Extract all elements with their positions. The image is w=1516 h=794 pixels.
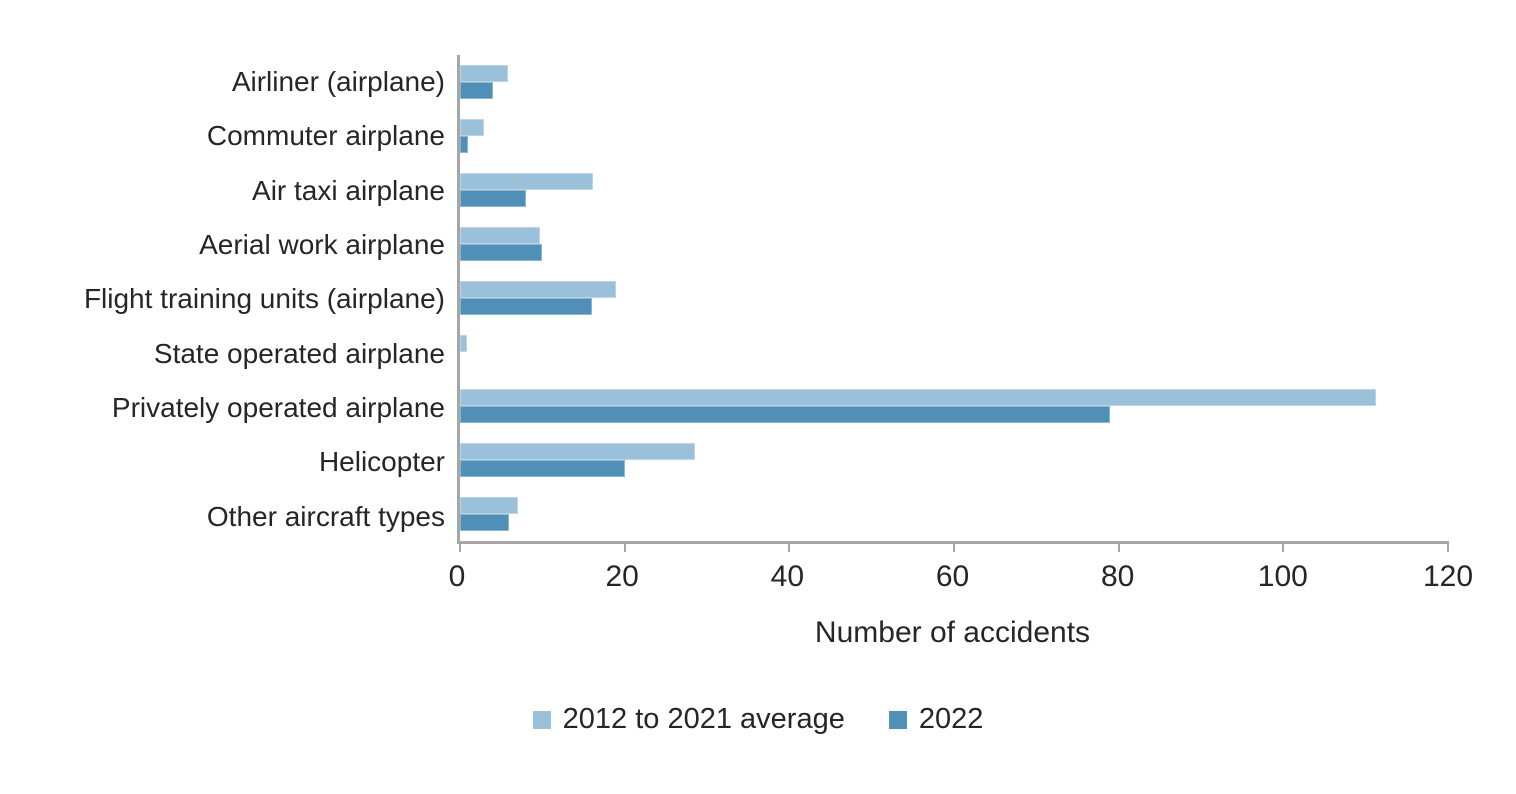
x-axis-title: Number of accidents	[814, 616, 1091, 649]
legend-label: 2022	[918, 703, 984, 735]
x-axis-tick	[788, 541, 791, 552]
bar-2012-to-2021-average	[460, 389, 1376, 406]
bar-2012-to-2021-average	[460, 335, 468, 352]
x-axis-tick-label: 100	[1257, 560, 1308, 593]
bar-2022	[460, 190, 526, 207]
bar-2022	[460, 514, 510, 531]
bar-2022	[460, 244, 543, 261]
bar-group	[460, 271, 1448, 325]
bar-group	[460, 163, 1448, 217]
bar-2012-to-2021-average	[460, 443, 696, 460]
bar-2022	[460, 82, 493, 99]
x-axis-tick	[1447, 541, 1449, 552]
legend-item: 2012 to 2021 average	[532, 703, 845, 735]
bar-group	[460, 433, 1448, 487]
x-axis-tick-label: 120	[1422, 560, 1474, 593]
category-label: Privately operated airplane	[111, 392, 445, 424]
x-axis-tick-labels: 0 20 40 60 80 100 120	[449, 560, 1473, 598]
bar-group	[460, 379, 1448, 433]
category-label: Aerial work airplane	[199, 229, 445, 261]
x-axis-tick	[1117, 541, 1120, 552]
legend-label: 2012 to 2021 average	[562, 703, 845, 735]
category-label: Other aircraft types	[206, 500, 445, 532]
x-axis-tick-label: 60	[935, 560, 970, 593]
category-label: State operated airplane	[153, 337, 445, 369]
bar-2012-to-2021-average	[460, 227, 540, 244]
bar-group	[460, 109, 1448, 163]
x-axis-tick-label: 40	[770, 560, 805, 593]
bar-2022	[460, 460, 625, 477]
bar-group	[460, 487, 1448, 541]
x-axis-tick-label: 20	[605, 560, 639, 593]
bar-2012-to-2021-average	[460, 119, 484, 136]
bar-2012-to-2021-average	[460, 281, 616, 298]
x-axis-tick-label: 0	[448, 560, 466, 593]
category-label: Helicopter	[318, 446, 445, 478]
plot-area	[457, 55, 1449, 552]
bar-2022	[460, 298, 592, 315]
legend-swatch-icon	[888, 710, 907, 729]
category-axis-labels: Airliner (airplane) Commuter airplane Air …	[0, 55, 445, 544]
legend-item: 2022	[888, 703, 984, 735]
legend-swatch-icon	[532, 710, 551, 729]
x-axis-tick	[953, 541, 955, 552]
category-label: Airliner (airplane)	[231, 66, 445, 98]
category-label: Flight training units (airplane)	[83, 283, 445, 315]
bar-group	[460, 55, 1448, 109]
bar-2022	[460, 406, 1111, 423]
legend: 2012 to 2021 average 2022	[0, 705, 1516, 734]
x-axis-tick	[1282, 541, 1285, 552]
x-axis-tick-label: 80	[1100, 560, 1135, 593]
x-axis-tick	[623, 541, 626, 552]
bar-2012-to-2021-average	[460, 173, 594, 190]
category-label: Air taxi airplane	[252, 174, 445, 206]
bar-2022	[460, 136, 469, 153]
bar-2012-to-2021-average	[460, 497, 519, 514]
bar-group	[460, 217, 1448, 271]
bar-group	[460, 325, 1448, 379]
bar-2012-to-2021-average	[460, 65, 508, 82]
x-axis-tick	[459, 541, 461, 552]
category-label: Commuter airplane	[206, 120, 445, 152]
